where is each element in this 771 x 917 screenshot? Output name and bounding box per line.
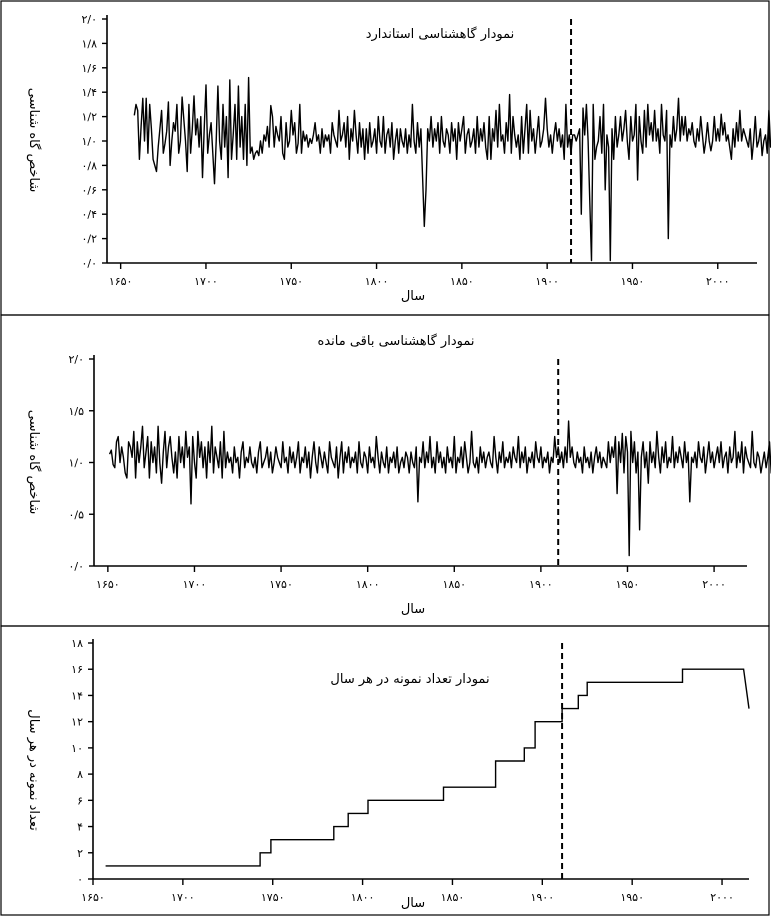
chart-1-x-tick-label: ۱۹۰۰ xyxy=(535,275,559,288)
chart-2-x-tick-label: ۱۷۵۰ xyxy=(269,578,293,591)
chart-1-y-tick-label: ۱/۰ xyxy=(81,135,97,148)
chart-3-x-tick-label: ۱۸۰۰ xyxy=(351,891,375,904)
chart-1-y-tick-label: ۱/۲ xyxy=(81,111,97,124)
chart-3-x-tick-label: ۱۹۰۰ xyxy=(530,891,554,904)
chart-1-y-tick-label: ۰/۴ xyxy=(81,208,97,221)
chart-3-x-tick-label: ۱۷۵۰ xyxy=(261,891,285,904)
chart-3-y-tick-label: ۶ xyxy=(77,794,83,807)
chart-1-y-tick-label: ۰/۲ xyxy=(81,233,97,246)
chart-1-y-tick-label: ۱/۶ xyxy=(81,62,97,75)
chart-2-x-axis-label: سال xyxy=(401,602,425,617)
chart-2-y-tick-label: ۰/۵ xyxy=(68,508,84,521)
chart-2-y-tick-label: ۱/۰ xyxy=(68,457,84,470)
chart-1-x-tick-label: ۱۷۰۰ xyxy=(194,275,218,288)
chart-1-y-tick-label: ۲/۰ xyxy=(81,13,97,26)
chart-3-y-tick-label: ۱۴ xyxy=(71,689,83,702)
chart-1-x-tick-label: ۱۷۵۰ xyxy=(279,275,303,288)
chart-2-x-tick-label: ۱۶۵۰ xyxy=(96,578,120,591)
chart-1-x-tick-label: ۱۹۵۰ xyxy=(621,275,645,288)
chart-3-y-tick-label: ۸ xyxy=(77,768,83,781)
chart-1-series-line xyxy=(133,76,771,262)
chart-1-x-tick-label: ۱۸۵۰ xyxy=(450,275,474,288)
chart-2-x-tick-label: ۱۹۰۰ xyxy=(529,578,553,591)
chart-3-x-tick-label: ۱۷۰۰ xyxy=(171,891,195,904)
chart-2-x-tick-label: ۱۸۰۰ xyxy=(356,578,380,591)
chart-3-y-tick-label: ۲ xyxy=(77,847,83,860)
chart-1-y-tick-label: ۱/۸ xyxy=(81,37,97,50)
chart-3-sample-count-line xyxy=(105,668,750,867)
chart-3-x-axis-label: سال xyxy=(401,896,425,911)
chart-1-y-tick-label: ۱/۴ xyxy=(81,86,97,99)
chart-3-title: نمودار تعداد نمونه در هر سال xyxy=(330,672,489,687)
chart-3-y-tick-label: ۱۸ xyxy=(71,637,83,650)
chart-1-y-axis-label: شاخص گاه شناسی xyxy=(26,88,42,193)
chart-2-series-line xyxy=(108,420,771,557)
chart-1-title: نمودار گاهشناسی استاندارد xyxy=(366,26,515,42)
chart-3-y-tick-label: ۱۰ xyxy=(71,742,83,755)
chart-3-x-tick-label: ۱۶۵۰ xyxy=(81,891,105,904)
chart-3-y-tick-label: ۱۶ xyxy=(71,663,83,676)
chart-1-y-tick-label: ۰/۰ xyxy=(81,257,97,270)
chart-2-y-axis-label: شاخص گاه شناسی xyxy=(26,410,42,515)
chart-2-y-tick-label: ۲/۰ xyxy=(68,353,84,366)
chart-1-y-tick-label: ۰/۸ xyxy=(81,159,97,172)
chart-1-x-tick-label: ۲۰۰۰ xyxy=(706,275,730,288)
chart-3-x-tick-label: ۲۰۰۰ xyxy=(710,891,734,904)
chart-1-x-tick-label: ۱۶۵۰ xyxy=(109,275,133,288)
chart-1-x-axis-label: سال xyxy=(401,289,425,304)
chart-2-y-tick-label: ۰/۰ xyxy=(68,560,84,573)
chart-2-x-tick-label: ۱۷۰۰ xyxy=(183,578,207,591)
chart-3-y-axis-label: تعداد نمونه در هر سال xyxy=(26,709,41,831)
chart-1-y-tick-label: ۰/۶ xyxy=(81,184,97,197)
chart-3-y-tick-label: ۱۲ xyxy=(71,716,83,729)
chart-2-title: نمودار گاهشناسی باقی مانده xyxy=(318,333,475,349)
panel-1-frame xyxy=(0,0,770,316)
chart-2-x-tick-label: ۱۹۵۰ xyxy=(616,578,640,591)
chart-2-x-tick-label: ۱۸۵۰ xyxy=(442,578,466,591)
chart-3-x-tick-label: ۱۸۵۰ xyxy=(441,891,465,904)
chart-2-x-tick-label: ۲۰۰۰ xyxy=(702,578,726,591)
chart-3-x-tick-label: ۱۹۵۰ xyxy=(620,891,644,904)
chart-3-y-tick-label: ۰ xyxy=(77,873,83,886)
chart-1-x-tick-label: ۱۸۰۰ xyxy=(365,275,389,288)
chart-2-y-tick-label: ۱/۵ xyxy=(68,405,84,418)
panel-3-frame xyxy=(0,625,770,916)
chart-3-y-tick-label: ۴ xyxy=(77,821,83,834)
